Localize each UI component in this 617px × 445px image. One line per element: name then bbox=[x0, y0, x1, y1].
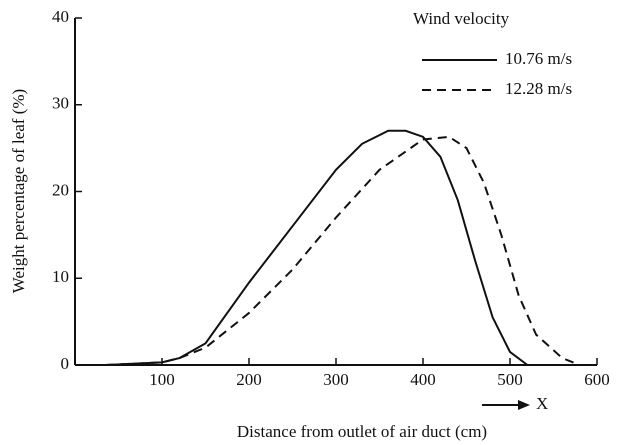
legend-title: Wind velocity bbox=[413, 9, 510, 28]
y-axis-label: Weight percentage of leaf (%) bbox=[9, 89, 28, 293]
y-tick-label: 40 bbox=[52, 7, 69, 26]
annotation: X bbox=[536, 394, 548, 413]
x-tick-label: 400 bbox=[410, 370, 436, 389]
x-tick-label: 600 bbox=[584, 370, 610, 389]
x-tick-label: 200 bbox=[236, 370, 262, 389]
legend-label: 12.28 m/s bbox=[505, 79, 572, 98]
line-series bbox=[105, 129, 528, 366]
line-series bbox=[105, 135, 580, 366]
y-tick-label: 20 bbox=[52, 180, 69, 199]
legend-label: 10.76 m/s bbox=[505, 49, 572, 68]
arrow-head bbox=[518, 400, 530, 410]
y-tick-label: 0 bbox=[61, 354, 70, 373]
x-tick-label: 300 bbox=[323, 370, 349, 389]
y-tick-label: 30 bbox=[52, 94, 69, 113]
x-tick-label: 100 bbox=[149, 370, 175, 389]
x-axis-label: Distance from outlet of air duct (cm) bbox=[237, 422, 487, 441]
y-tick-label: 10 bbox=[52, 267, 69, 286]
x-tick-label: 500 bbox=[497, 370, 523, 389]
